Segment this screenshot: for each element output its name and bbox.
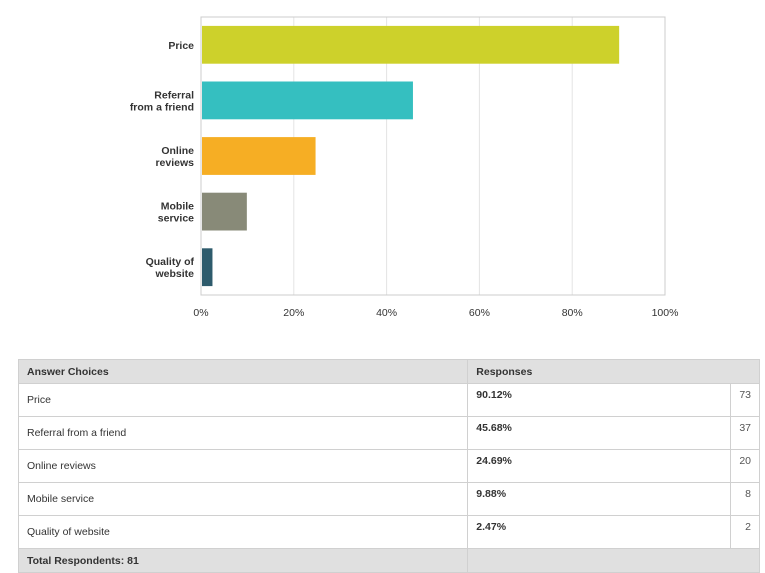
category-label: website <box>154 268 194 280</box>
percent-cell: 2.47% <box>467 515 732 549</box>
count-cell: 37 <box>730 416 760 450</box>
category-label: Referral <box>154 89 194 101</box>
choice-cell: Mobile service <box>17 482 469 516</box>
total-respondents: Total Respondents: 81 <box>17 548 469 573</box>
category-label: Online <box>161 145 194 157</box>
table-row: Referral from a friend 45.68% 37 <box>17 416 760 450</box>
count-cell: 20 <box>730 449 760 483</box>
percent-cell: 9.88% <box>467 482 732 516</box>
bars <box>202 25 620 287</box>
choice-cell: Referral from a friend <box>17 416 469 450</box>
percent-cell: 45.68% <box>467 416 732 450</box>
x-tick-label: 40% <box>376 307 397 319</box>
footer-empty-cell <box>467 548 760 573</box>
plot-frame <box>200 16 666 296</box>
bar <box>202 25 620 64</box>
choice-cell: Quality of website <box>17 515 469 549</box>
bar <box>202 248 213 287</box>
percent-cell: 90.12% <box>467 383 732 417</box>
category-label: service <box>158 213 194 225</box>
bar <box>202 192 247 231</box>
count-cell: 73 <box>730 383 760 417</box>
x-tick-label: 60% <box>469 307 490 319</box>
table-row: Online reviews 24.69% 20 <box>17 449 760 483</box>
choice-cell: Online reviews <box>17 449 469 483</box>
x-tick-labels: 0% 20% 40% 60% 80% 100% <box>193 307 678 319</box>
x-tick-label: 0% <box>193 307 208 319</box>
category-label: reviews <box>155 157 194 169</box>
bar <box>202 137 316 175</box>
x-tick-label: 100% <box>652 307 679 319</box>
category-label: Mobile <box>161 201 194 213</box>
x-tick-label: 20% <box>283 307 304 319</box>
percent-cell: 24.69% <box>467 449 732 483</box>
category-label: Quality of <box>146 256 195 268</box>
table-row: Price 90.12% 73 <box>17 383 760 417</box>
table-row: Mobile service 9.88% 8 <box>17 482 760 516</box>
table-row: Quality of website 2.47% 2 <box>17 515 760 549</box>
category-label: Price <box>168 40 194 52</box>
responses-table: Answer Choices Responses Price 90.12% 73… <box>17 359 760 573</box>
count-cell: 2 <box>730 515 760 549</box>
header-responses: Responses <box>467 359 760 384</box>
header-answer-choices: Answer Choices <box>17 359 469 384</box>
count-cell: 8 <box>730 482 760 516</box>
x-tick-label: 80% <box>562 307 583 319</box>
bar <box>202 81 413 120</box>
choice-cell: Price <box>17 383 469 417</box>
category-label: from a friend <box>130 101 194 113</box>
